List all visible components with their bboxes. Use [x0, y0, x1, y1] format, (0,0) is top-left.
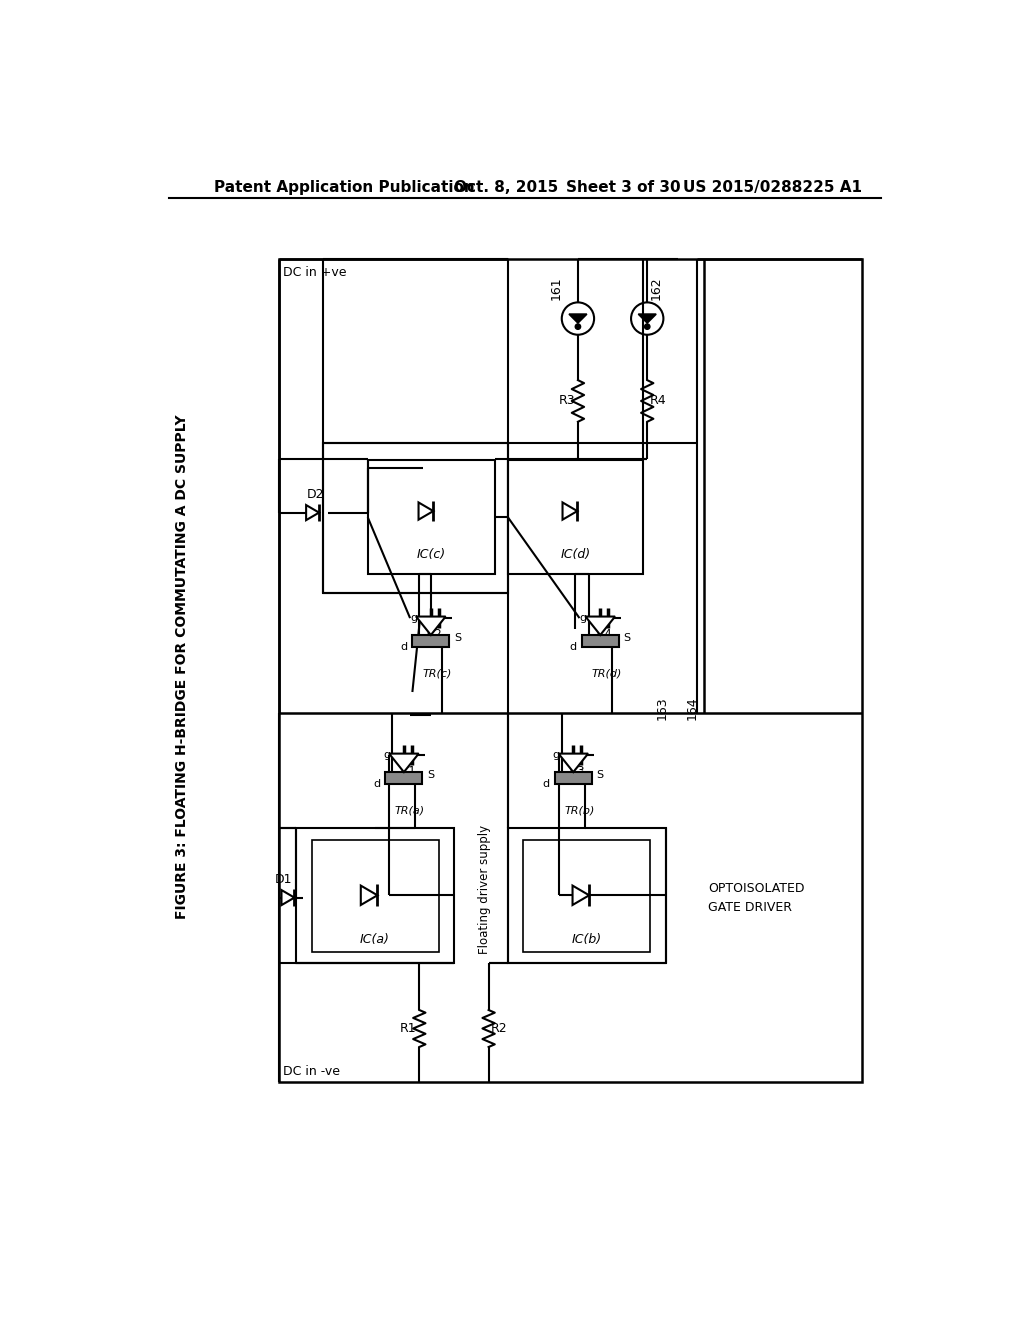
Text: D2: D2: [306, 487, 325, 500]
Text: OPTOISOLATED
GATE DRIVER: OPTOISOLATED GATE DRIVER: [708, 882, 805, 913]
Bar: [523, 840, 650, 952]
Text: IC(a): IC(a): [360, 933, 390, 946]
Polygon shape: [306, 506, 319, 520]
Text: IC(c): IC(c): [417, 548, 445, 561]
Text: C4: C4: [596, 628, 612, 640]
Polygon shape: [360, 886, 378, 906]
Text: S: S: [427, 770, 434, 780]
Polygon shape: [569, 314, 587, 323]
Circle shape: [575, 323, 581, 330]
Text: IC(b): IC(b): [571, 933, 602, 946]
Text: TR(c): TR(c): [422, 668, 452, 678]
Text: C2: C2: [427, 628, 442, 640]
Bar: [582, 635, 618, 647]
Text: 162: 162: [650, 276, 663, 300]
Polygon shape: [562, 503, 578, 520]
Text: FIGURE 3: FLOATING H-BRIDGE FOR COMMUTATING A DC SUPPLY: FIGURE 3: FLOATING H-BRIDGE FOR COMMUTAT…: [175, 414, 189, 919]
Circle shape: [644, 323, 650, 330]
Bar: [508, 829, 666, 964]
Text: US 2015/0288225 A1: US 2015/0288225 A1: [683, 180, 862, 195]
Polygon shape: [282, 890, 295, 906]
Text: R1: R1: [400, 1022, 417, 1035]
Text: g: g: [553, 750, 560, 760]
Bar: [296, 829, 454, 964]
Text: Oct. 8, 2015: Oct. 8, 2015: [454, 180, 558, 195]
Text: C1: C1: [400, 764, 416, 777]
Text: C3: C3: [569, 764, 585, 777]
Text: S: S: [624, 634, 631, 643]
Polygon shape: [419, 503, 433, 520]
Text: DC in -ve: DC in -ve: [283, 1065, 340, 1078]
Text: TR(b): TR(b): [564, 805, 595, 816]
Polygon shape: [558, 754, 588, 772]
Text: 163: 163: [655, 697, 669, 721]
Text: R4: R4: [649, 395, 667, 408]
Text: D1: D1: [274, 873, 292, 886]
Text: Floating driver supply: Floating driver supply: [478, 825, 492, 954]
Polygon shape: [389, 754, 419, 772]
Text: d: d: [543, 779, 550, 789]
Text: TR(d): TR(d): [591, 668, 622, 678]
Text: Sheet 3 of 30: Sheet 3 of 30: [565, 180, 680, 195]
Text: S: S: [597, 770, 604, 780]
Text: DC in +ve: DC in +ve: [283, 265, 346, 279]
Bar: [413, 635, 450, 647]
Bar: [280, 259, 862, 1082]
Polygon shape: [638, 314, 656, 323]
Text: 164: 164: [686, 697, 699, 721]
Polygon shape: [586, 616, 615, 635]
Text: TR(a): TR(a): [395, 805, 425, 816]
Text: IC(d): IC(d): [560, 548, 590, 561]
Bar: [368, 461, 495, 574]
Text: R2: R2: [492, 1022, 508, 1035]
Polygon shape: [572, 886, 589, 906]
Polygon shape: [416, 616, 445, 635]
Text: 161: 161: [550, 276, 563, 300]
Bar: [385, 772, 422, 784]
Text: S: S: [455, 634, 462, 643]
Text: d: d: [374, 779, 381, 789]
Text: d: d: [569, 643, 577, 652]
Text: g: g: [580, 612, 587, 623]
Text: Patent Application Publication: Patent Application Publication: [214, 180, 474, 195]
Text: d: d: [400, 643, 408, 652]
Text: R3: R3: [559, 395, 575, 408]
Bar: [323, 444, 508, 594]
Bar: [508, 461, 643, 574]
Text: g: g: [411, 612, 418, 623]
Text: g: g: [383, 750, 390, 760]
Bar: [555, 772, 592, 784]
Bar: [311, 840, 438, 952]
